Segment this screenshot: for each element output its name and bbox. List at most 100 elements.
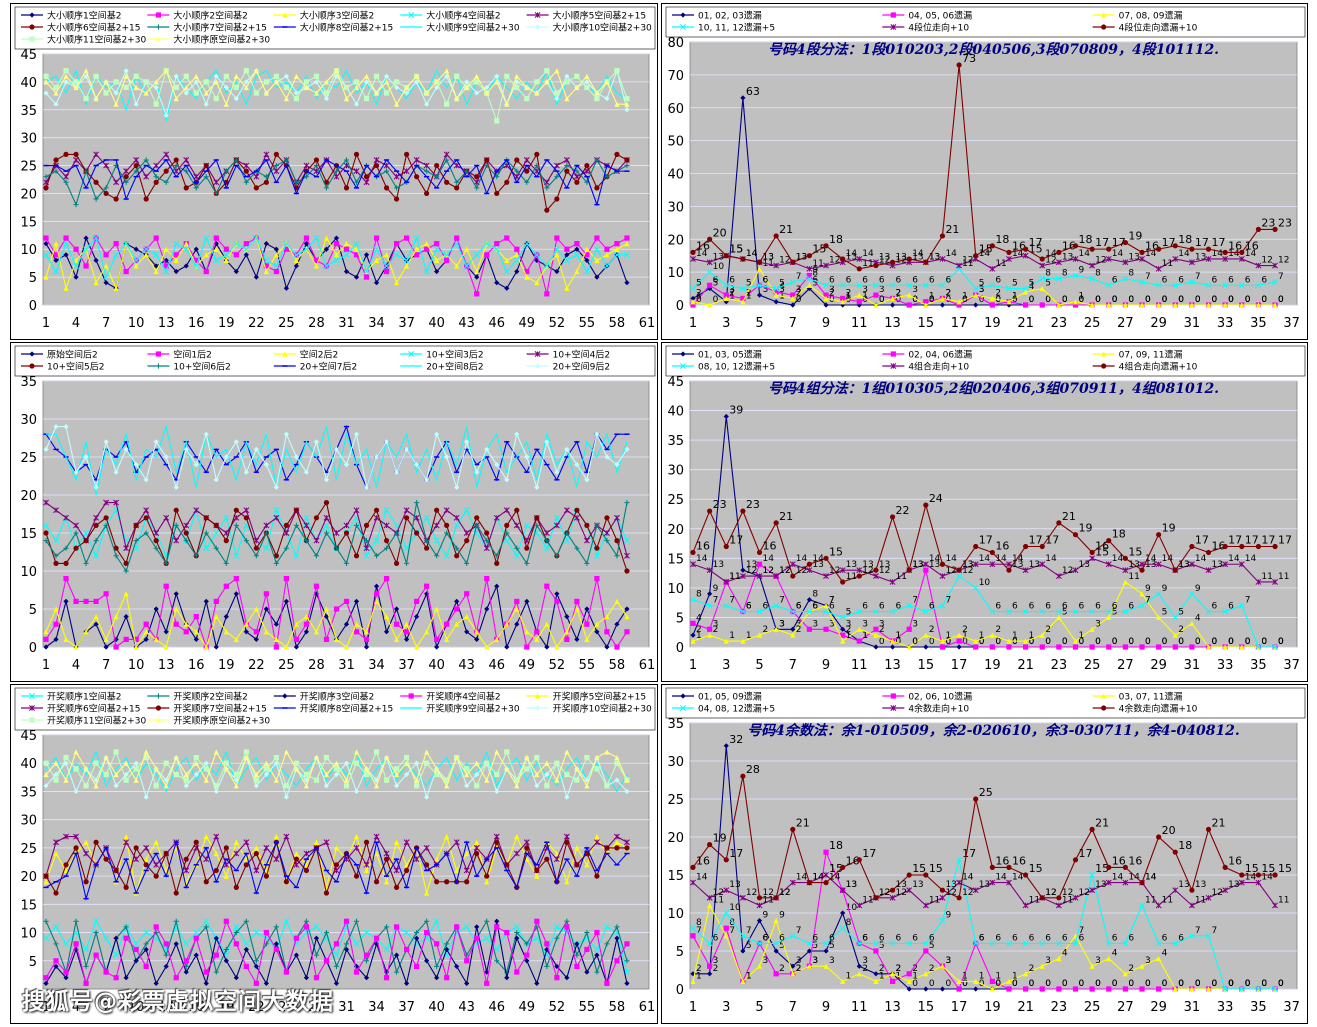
legend-item: 02, 06, 10遗漏 bbox=[882, 691, 972, 703]
data-label: 7 bbox=[1195, 272, 1201, 282]
data-point bbox=[193, 73, 199, 79]
data-point bbox=[454, 73, 460, 79]
data-label: 0 bbox=[1261, 979, 1267, 989]
data-point bbox=[1089, 644, 1095, 650]
x-tick-label: 35 bbox=[1250, 1000, 1267, 1015]
data-point bbox=[223, 845, 229, 851]
data-point bbox=[1022, 940, 1029, 947]
data-point bbox=[1039, 895, 1045, 901]
data-point bbox=[564, 636, 570, 642]
data-point bbox=[103, 522, 109, 528]
y-tick-label: 40 bbox=[667, 405, 684, 420]
data-point bbox=[989, 549, 995, 556]
data-point bbox=[573, 514, 580, 521]
data-point bbox=[73, 202, 79, 208]
data-point bbox=[183, 621, 189, 627]
data-label: 0 bbox=[1278, 637, 1284, 647]
data-point bbox=[739, 894, 746, 901]
data-point bbox=[53, 84, 59, 91]
series-line bbox=[692, 581, 1276, 648]
data-point bbox=[263, 179, 269, 185]
data-label: 0 bbox=[896, 637, 902, 647]
data-point bbox=[153, 162, 160, 169]
data-point bbox=[233, 507, 239, 513]
data-label: 11 bbox=[713, 895, 724, 905]
data-point bbox=[1122, 579, 1128, 585]
data-point bbox=[554, 96, 560, 102]
data-point bbox=[103, 185, 109, 191]
data-point bbox=[363, 629, 370, 635]
data-label: 5 bbox=[846, 607, 852, 617]
data-point bbox=[273, 636, 279, 642]
data-point bbox=[353, 240, 360, 247]
data-point bbox=[213, 545, 219, 551]
data-label: 28 bbox=[746, 763, 760, 776]
data-label: 18 bbox=[1078, 233, 1092, 246]
data-point bbox=[213, 73, 219, 79]
data-point bbox=[173, 975, 179, 981]
data-label: 13 bbox=[1212, 560, 1223, 570]
data-point bbox=[434, 257, 440, 263]
data-label: 16 bbox=[1095, 539, 1109, 552]
data-point bbox=[323, 958, 330, 964]
data-point bbox=[63, 240, 69, 247]
data-point bbox=[233, 839, 239, 845]
data-label: 2 bbox=[929, 625, 935, 635]
data-point bbox=[1222, 887, 1229, 894]
data-label: 0 bbox=[1045, 979, 1051, 989]
legend-item: 10+空间3后2 bbox=[400, 349, 484, 361]
data-point bbox=[373, 73, 380, 79]
data-point bbox=[133, 73, 139, 79]
data-label: 0 bbox=[1095, 295, 1101, 305]
data-point bbox=[773, 289, 779, 295]
data-label: 0 bbox=[929, 979, 935, 989]
data-point bbox=[383, 576, 390, 582]
x-tick-label: 33 bbox=[1217, 1000, 1234, 1015]
data-point bbox=[473, 251, 480, 258]
data-point bbox=[1272, 872, 1278, 878]
legend-item: 07, 09, 11遗漏 bbox=[1092, 349, 1182, 361]
data-label: 7 bbox=[945, 596, 951, 606]
chart-title: 号码4段分法：1段010203,2段040506,3段070809，4段1011… bbox=[768, 41, 1219, 58]
data-point bbox=[723, 887, 730, 894]
data-point bbox=[253, 958, 259, 964]
data-point bbox=[723, 282, 730, 289]
legend-label: 01, 03, 05遗漏 bbox=[698, 349, 762, 361]
data-point bbox=[872, 282, 879, 289]
legend-label: 01, 05, 09遗漏 bbox=[698, 691, 762, 703]
data-point bbox=[333, 636, 340, 642]
data-point bbox=[173, 507, 179, 513]
legend-marker bbox=[535, 693, 541, 699]
data-point bbox=[989, 608, 996, 615]
data-point bbox=[789, 879, 796, 886]
data-point bbox=[624, 980, 630, 986]
data-label: 2 bbox=[896, 288, 902, 298]
y-tick-label: 15 bbox=[20, 527, 37, 542]
data-label: 12 bbox=[962, 566, 973, 576]
data-point bbox=[113, 783, 119, 789]
data-label: 16 bbox=[1228, 239, 1242, 252]
data-point bbox=[594, 754, 600, 761]
data-point bbox=[544, 946, 550, 953]
data-label: 3 bbox=[779, 619, 785, 629]
data-label: 6 bbox=[729, 275, 735, 285]
data-point bbox=[373, 157, 380, 163]
y-tick-label: 5 bbox=[676, 945, 684, 960]
data-point bbox=[840, 295, 846, 302]
data-point bbox=[333, 760, 340, 766]
data-point bbox=[263, 760, 269, 766]
data-point bbox=[1056, 614, 1062, 621]
data-label: 0 bbox=[979, 637, 985, 647]
data-label: 13 bbox=[912, 880, 923, 890]
data-point bbox=[43, 644, 49, 650]
data-point bbox=[303, 538, 310, 544]
data-point bbox=[393, 84, 400, 91]
data-point bbox=[223, 760, 229, 766]
data-point bbox=[594, 157, 600, 163]
data-point bbox=[504, 975, 510, 981]
data-point bbox=[43, 918, 49, 924]
data-point bbox=[594, 545, 600, 551]
legend-marker bbox=[890, 363, 897, 369]
legend-item: 10, 11, 12遗漏+5 bbox=[672, 22, 775, 34]
data-label: 2 bbox=[945, 288, 951, 298]
